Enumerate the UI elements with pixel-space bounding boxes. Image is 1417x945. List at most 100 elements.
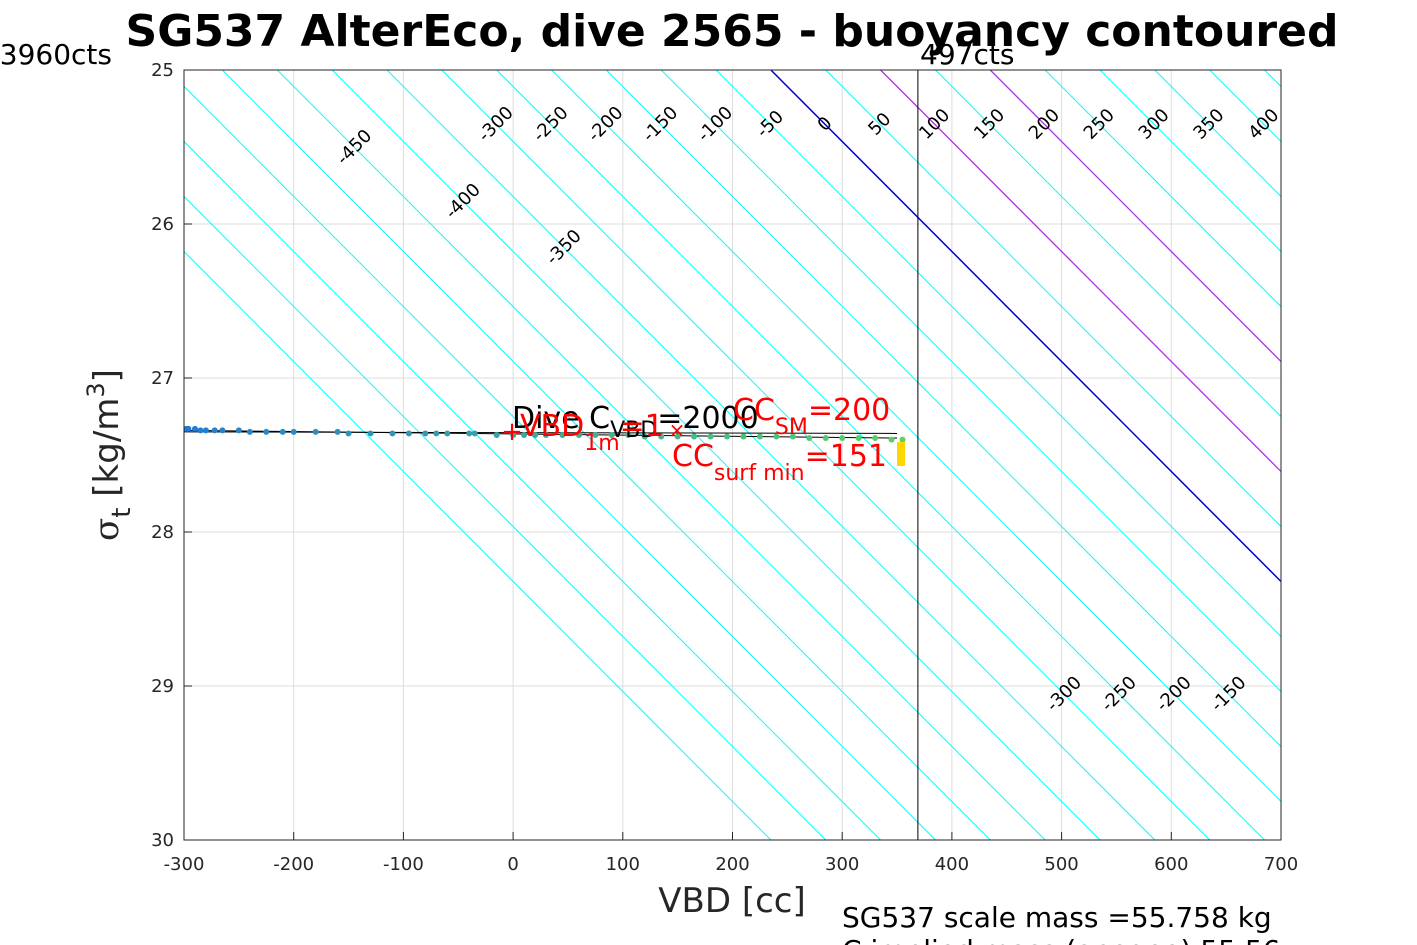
y-tick-label: 25	[151, 60, 174, 81]
data-point	[839, 435, 846, 442]
data-point	[279, 428, 286, 435]
contour-line	[551, 70, 1281, 803]
x-tick-label: 100	[606, 854, 640, 875]
contour-line	[184, 250, 772, 840]
contour-lines	[184, 70, 1281, 840]
data-point	[345, 430, 352, 437]
data-point	[592, 431, 599, 438]
data-point	[543, 431, 550, 438]
contour-line	[825, 70, 1281, 528]
data-point	[197, 427, 204, 434]
data-point	[185, 425, 192, 432]
annotations: Dive CVBD=2000 VBD1m=1 CCSM=200 CCsurf m…	[501, 393, 905, 486]
contour-line	[222, 70, 991, 840]
x-tick-label: -100	[383, 854, 424, 875]
contour-line	[441, 70, 1211, 840]
contour-line	[386, 70, 1156, 840]
data-point	[789, 433, 796, 440]
contour-line	[331, 70, 1101, 840]
data-point	[246, 428, 253, 435]
contour-line	[496, 70, 1265, 840]
y-tick-label: 27	[151, 368, 174, 389]
data-point	[625, 431, 632, 438]
annotation-cc-sm: CCSM=200	[733, 393, 890, 440]
data-series	[184, 70, 919, 840]
data-point	[219, 427, 226, 434]
y-tick-label: 26	[151, 214, 174, 235]
data-point	[312, 428, 319, 435]
contour-line	[1044, 70, 1281, 308]
contour-line	[935, 70, 1281, 418]
contour-line	[184, 140, 881, 840]
surface-min-marker	[897, 442, 905, 466]
data-point	[202, 427, 209, 434]
contour-line	[605, 70, 1281, 748]
x-tick-label: 500	[1044, 854, 1078, 875]
data-point	[575, 431, 582, 438]
data-point	[521, 431, 528, 438]
data-point	[235, 427, 242, 434]
data-point	[724, 433, 731, 440]
x-tick-label: 600	[1154, 854, 1188, 875]
data-point	[641, 433, 648, 440]
data-point	[471, 430, 478, 437]
annotation-dive-c: Dive CVBD=2000	[512, 401, 759, 443]
contour-line	[989, 70, 1281, 363]
data-point	[740, 433, 747, 440]
x-tick-label: 400	[935, 854, 969, 875]
data-point	[367, 430, 374, 437]
x-tick-label: 700	[1264, 854, 1298, 875]
svg-text:σt [kg/m3]: σt [kg/m3]	[82, 369, 137, 541]
footer-scale-mass: SG537 scale mass =55.758 kg	[842, 901, 1272, 934]
data-point	[191, 425, 198, 432]
data-point	[872, 435, 879, 442]
y-tick-label: 29	[151, 676, 174, 697]
data-point	[899, 436, 906, 443]
top-left-label: 3960cts	[0, 38, 112, 71]
footer-implied-mass: C implied mass (apogee) 55.56	[842, 934, 1280, 945]
data-point	[510, 431, 517, 438]
fit-line	[184, 431, 898, 434]
contour-line	[184, 195, 827, 840]
data-point	[389, 430, 396, 437]
data-point	[707, 433, 714, 440]
contour-line	[276, 70, 1046, 840]
annotation-vbd-1m: VBD1m=1	[520, 409, 664, 456]
cc-sm-marker: ×	[669, 418, 686, 442]
chart-title: SG537 AlterEco, dive 2565 - buoyancy con…	[126, 6, 1339, 57]
data-point	[822, 435, 829, 442]
contour-line	[880, 70, 1281, 473]
data-point	[334, 428, 341, 435]
data-point	[691, 433, 698, 440]
data-point	[290, 428, 297, 435]
data-point	[466, 430, 473, 437]
x-tick-label: -300	[164, 854, 205, 875]
data-point	[855, 435, 862, 442]
data-point	[444, 430, 451, 437]
x-tick-label: 300	[825, 854, 859, 875]
x-tick-label: 200	[715, 854, 749, 875]
y-axis-ticks: 25 26 27 28 29 30	[151, 60, 192, 851]
data-point	[658, 433, 665, 440]
contour-line	[1099, 70, 1281, 253]
data-point	[674, 433, 681, 440]
y-axis-label: σt [kg/m3]	[82, 369, 137, 541]
y-tick-label: 30	[151, 830, 174, 851]
data-point	[211, 427, 218, 434]
x-tick-label: -200	[273, 854, 314, 875]
data-point	[405, 430, 412, 437]
data-point	[608, 431, 615, 438]
x-axis-ticks: -300 -200 -100 0 100 200 300 400 500 600 700	[164, 832, 1298, 875]
data-point	[806, 435, 813, 442]
x-axis-label: VBD [cc]	[658, 881, 806, 921]
data-point	[263, 428, 270, 435]
data-point	[493, 431, 500, 438]
data-point	[559, 431, 566, 438]
contour-line	[660, 70, 1281, 693]
vbd-1m-marker: +	[501, 417, 523, 447]
data-point	[756, 433, 763, 440]
contour-line	[184, 85, 936, 840]
data-point	[888, 436, 895, 443]
top-right-label: 497cts	[920, 38, 1014, 71]
